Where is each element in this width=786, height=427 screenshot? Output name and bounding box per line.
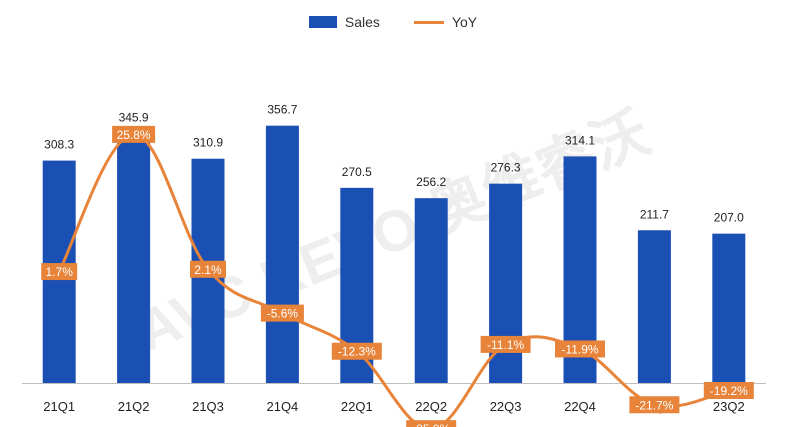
bar-21Q2	[117, 133, 151, 383]
yoy-label-22Q4: -11.9%	[561, 342, 598, 356]
yoy-label-23Q2: -19.2%	[710, 384, 748, 398]
x-tick-label-21Q4: 21Q4	[266, 399, 298, 414]
yoy-point-21Q2	[112, 125, 156, 143]
bar-label-23Q2: 207.0	[714, 211, 744, 225]
x-tick-label-22Q4: 22Q4	[564, 399, 596, 414]
legend-label-sales: Sales	[344, 14, 380, 30]
yoy-point-23Q2	[703, 382, 754, 400]
bar-label-22Q3: 276.3	[491, 161, 521, 175]
bar-label-21Q2: 345.9	[119, 110, 149, 124]
legend-swatch-bar	[308, 16, 337, 28]
x-tick-label-21Q1: 21Q1	[43, 399, 75, 414]
yoy-label-22Q3: -11.1%	[487, 338, 524, 352]
yoy-label-21Q4: -5.6%	[267, 307, 299, 321]
yoy-point-22Q2	[406, 420, 457, 427]
yoy-point-23Q1	[629, 396, 680, 414]
bar-label-21Q4: 356.7	[267, 103, 297, 117]
yoy-label-22Q2: -25.9%	[412, 422, 450, 427]
bar-23Q2	[712, 233, 746, 383]
x-tick-label-21Q3: 21Q3	[192, 399, 224, 414]
bar-22Q2	[414, 198, 448, 383]
bar-label-22Q1: 270.5	[342, 165, 372, 179]
yoy-point-21Q1	[41, 263, 78, 281]
bar-label-23Q1: 211.7	[640, 207, 669, 221]
x-tick-label-22Q3: 22Q3	[490, 399, 522, 414]
yoy-label-21Q2: 25.8%	[117, 128, 151, 142]
bar-23Q1	[637, 230, 671, 383]
legend-item-yoy: YoY	[413, 14, 478, 30]
yoy-label-23Q1: -21.7%	[635, 398, 673, 412]
yoy-point-21Q3	[190, 260, 226, 278]
legend-swatch-line	[413, 20, 444, 24]
x-tick-label-22Q2: 22Q2	[415, 399, 447, 414]
yoy-point-21Q4	[260, 304, 304, 322]
bar-label-21Q1: 308.3	[44, 138, 74, 152]
bar-label-22Q2: 256.2	[416, 175, 446, 189]
x-tick-label-21Q2: 21Q2	[118, 399, 150, 414]
yoy-label-22Q1: -12.3%	[338, 345, 376, 359]
yoy-point-22Q1	[331, 342, 382, 360]
yoy-label-21Q3: 2.1%	[194, 263, 222, 277]
legend-label-yoy: YoY	[451, 14, 478, 30]
yoy-point-22Q3	[480, 335, 531, 353]
legend-item-sales: Sales	[308, 14, 380, 30]
legend: Sales YoY	[0, 14, 786, 30]
x-tick-label-23Q2: 23Q2	[713, 399, 745, 414]
yoy-label-21Q1: 1.7%	[46, 265, 74, 279]
bar-label-21Q3: 310.9	[193, 136, 223, 150]
bar-21Q4	[265, 125, 299, 383]
x-tick-label-22Q1: 22Q1	[341, 399, 373, 414]
yoy-point-22Q4	[555, 340, 605, 358]
yoy-line	[57, 132, 730, 427]
bar-label-22Q4: 314.1	[565, 133, 595, 147]
